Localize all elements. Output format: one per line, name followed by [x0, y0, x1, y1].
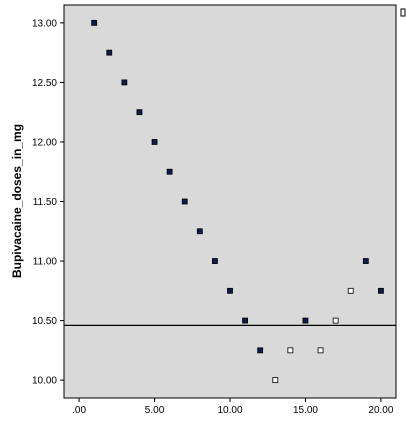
hollow-data-point	[332, 317, 339, 324]
hollow-data-point	[287, 347, 294, 354]
filled-data-point	[196, 228, 203, 235]
filled-data-point	[166, 168, 173, 175]
filled-data-point	[121, 79, 128, 86]
filled-data-point	[91, 19, 98, 26]
filled-data-point	[181, 198, 188, 205]
y-tick-label: 11.50	[33, 197, 58, 208]
y-tick-label: 12.00	[32, 137, 57, 148]
filled-data-point	[242, 317, 248, 324]
filled-data-point	[106, 49, 113, 56]
filled-data-point	[362, 258, 369, 264]
y-tick-label: 10.50	[32, 316, 57, 327]
filled-data-point	[257, 347, 264, 354]
filled-data-point	[302, 317, 309, 324]
x-tick-label: 5.00	[145, 405, 165, 416]
hollow-data-point	[347, 287, 354, 294]
legend-marker	[400, 8, 406, 17]
x-tick-label: 10.00	[217, 405, 242, 416]
x-tick-label: .00	[72, 405, 86, 416]
y-tick-label: 11.00	[33, 257, 58, 268]
filled-data-point	[212, 258, 218, 264]
filled-data-point	[227, 287, 233, 294]
filled-data-point	[378, 287, 384, 294]
x-tick-label: 20.00	[368, 405, 393, 416]
filled-data-point	[151, 139, 158, 145]
plot-area	[63, 4, 397, 399]
y-tick-label: 10.00	[32, 376, 57, 387]
filled-data-point	[136, 109, 143, 116]
y-axis-label: Bupivacaine_doses_in_mg	[10, 124, 24, 278]
y-tick-label: 12.50	[32, 78, 57, 89]
y-tick-label: 13.00	[32, 18, 57, 29]
hollow-data-point	[317, 347, 324, 354]
hollow-data-point	[272, 377, 279, 384]
x-tick-label: 15.00	[293, 405, 318, 416]
